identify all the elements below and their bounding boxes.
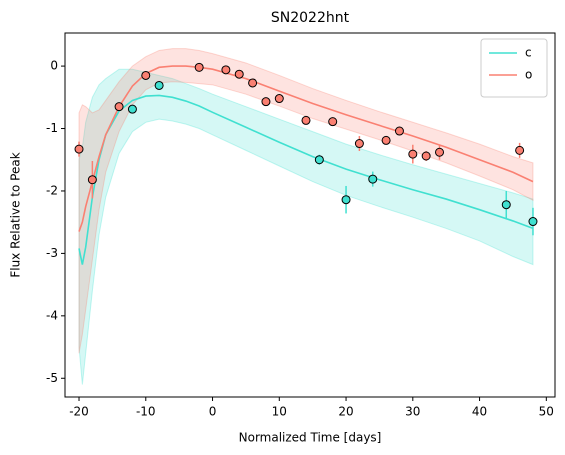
x-tick-label: -20 <box>69 405 89 419</box>
legend-label: c <box>525 46 532 60</box>
data-point <box>435 147 445 157</box>
data-point <box>328 117 338 127</box>
data-point <box>394 126 404 136</box>
data-point <box>381 135 391 145</box>
x-tick-label: 30 <box>405 405 420 419</box>
y-tick-label: -5 <box>46 371 58 385</box>
legend-label: o <box>525 68 532 82</box>
y-tick-label: -1 <box>46 121 58 135</box>
data-point <box>234 69 244 79</box>
x-tick-label: -10 <box>136 405 156 419</box>
data-point <box>127 104 137 114</box>
data-point <box>515 145 525 155</box>
model-line <box>78 94 534 265</box>
data-point <box>87 175 97 185</box>
plot-area <box>74 48 538 385</box>
x-tick-label: 10 <box>272 405 287 419</box>
x-tick-label: 40 <box>472 405 487 419</box>
data-point <box>501 200 511 210</box>
x-tick-label: 20 <box>338 405 353 419</box>
x-axis-label: Normalized Time [days] <box>239 431 382 445</box>
data-point <box>528 217 538 227</box>
y-tick-label: -4 <box>46 308 58 322</box>
legend-box <box>480 38 548 98</box>
data-point <box>421 151 431 161</box>
data-point <box>221 65 231 75</box>
data-point <box>261 97 271 107</box>
data-point <box>74 144 84 154</box>
data-point <box>274 94 284 104</box>
y-tick-label: -3 <box>46 246 58 260</box>
plot-frame <box>64 32 556 398</box>
data-point <box>341 195 351 205</box>
data-point <box>354 139 364 149</box>
model-line <box>78 65 534 232</box>
data-point <box>114 102 124 112</box>
data-point <box>248 78 258 88</box>
data-point <box>154 80 164 90</box>
y-tick-label: -2 <box>46 183 58 197</box>
data-point <box>194 62 204 72</box>
x-tick-label: 0 <box>209 405 217 419</box>
y-tick-label: 0 <box>50 59 58 73</box>
data-point <box>368 174 378 184</box>
data-point <box>314 155 324 165</box>
data-point <box>408 149 418 159</box>
data-point <box>141 70 151 80</box>
y-axis-label: Flux Relative to Peak <box>9 152 23 277</box>
chart-title: SN2022hnt <box>271 10 350 26</box>
x-tick-label: 50 <box>539 405 554 419</box>
data-point <box>301 115 311 125</box>
